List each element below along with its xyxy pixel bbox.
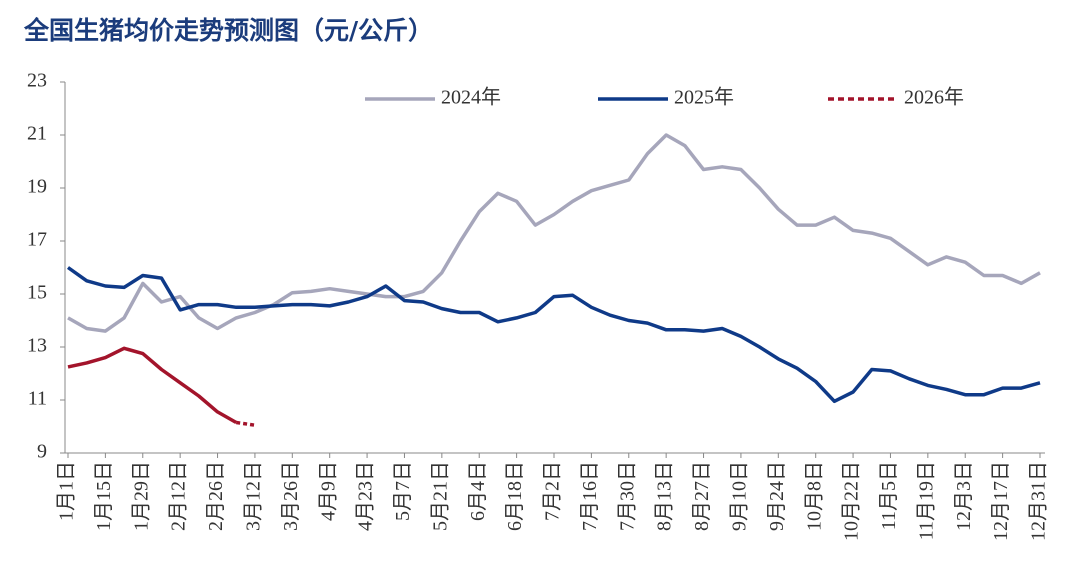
x-tick-label: 11月5日 xyxy=(878,461,900,530)
x-tick-label: 11月19日 xyxy=(915,461,937,540)
x-tick-label: 12月17日 xyxy=(990,461,1012,541)
y-tick-label: 15 xyxy=(27,282,47,304)
x-tick-label: 9月24日 xyxy=(766,461,788,531)
x-tick-label: 1月15日 xyxy=(93,461,115,531)
x-tick-label: 3月12日 xyxy=(243,461,265,531)
x-tick-label: 7月30日 xyxy=(616,461,638,531)
y-tick-label: 23 xyxy=(27,70,47,92)
x-tick-label: 1月1日 xyxy=(56,461,78,521)
x-tick-label: 8月27日 xyxy=(691,461,713,531)
x-tick-label: 6月18日 xyxy=(504,461,526,531)
line xyxy=(67,346,238,425)
line xyxy=(235,420,256,427)
x-tick-label: 7月16日 xyxy=(579,461,601,531)
x-tick-label: 4月9日 xyxy=(317,461,339,521)
x-tick-label: 7月2日 xyxy=(542,461,564,521)
x-tick-label: 6月4日 xyxy=(467,461,489,521)
x-tick-label: 4月23日 xyxy=(355,461,377,531)
y-tick-label: 13 xyxy=(27,335,47,357)
y-tick-label: 11 xyxy=(28,388,47,410)
y-tick-label: 17 xyxy=(27,229,47,251)
x-tick-label: 12月31日 xyxy=(1028,461,1050,541)
y-tick-label: 19 xyxy=(27,176,47,198)
chart-title: 全国生猪均价走势预测图（元/公斤） xyxy=(23,16,433,45)
x-tick-label: 10月8日 xyxy=(803,461,825,531)
x-tick-label: 1月29日 xyxy=(130,461,152,531)
x-tick-label: 5月7日 xyxy=(392,461,414,521)
legend-label: 2026年 xyxy=(904,86,964,109)
line xyxy=(67,133,1041,333)
legend-label: 2025年 xyxy=(674,86,734,109)
x-tick-label: 2月12日 xyxy=(168,461,190,531)
x-tick-label: 5月21日 xyxy=(429,461,451,531)
y-tick-label: 9 xyxy=(37,441,47,463)
legend-label: 2024年 xyxy=(441,86,501,109)
x-tick-label: 10月22日 xyxy=(841,461,863,541)
x-tick-label: 12月3日 xyxy=(953,461,975,531)
x-tick-label: 9月10日 xyxy=(729,461,751,531)
line xyxy=(66,266,1041,404)
x-tick-label: 3月26日 xyxy=(280,461,302,531)
y-tick-label: 21 xyxy=(27,123,47,145)
x-tick-label: 8月13日 xyxy=(654,461,676,531)
x-tick-label: 2月26日 xyxy=(205,461,227,531)
